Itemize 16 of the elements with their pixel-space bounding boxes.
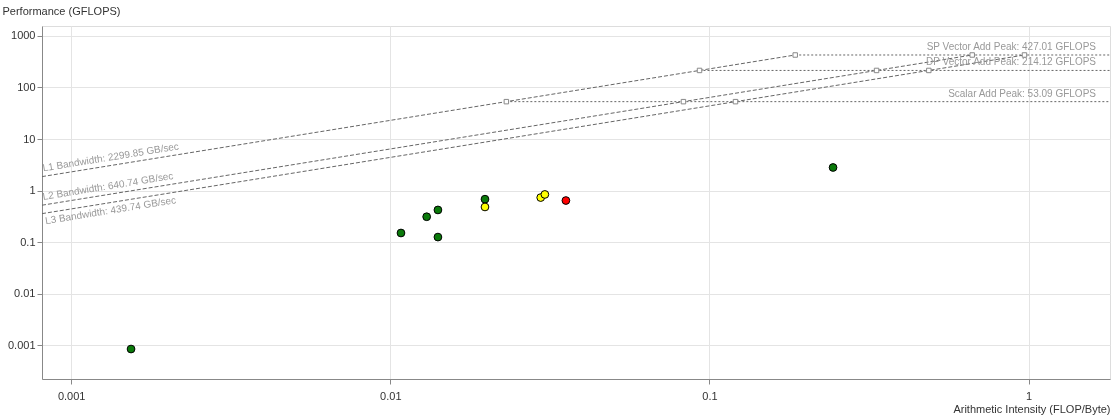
y-tick-label: 0.1 (20, 235, 36, 248)
y-tick-label: 10 (23, 132, 36, 145)
x-axis-title: Arithmetic Intensity (FLOP/Byte) (953, 402, 1111, 415)
x-tick-label: 0.001 (57, 389, 86, 402)
y-axis-title: Performance (GFLOPS) (2, 4, 121, 17)
series-label: Scalar Add Peak: 53.09 GFLOPS (948, 87, 1097, 99)
y-tick-label: 0.001 (7, 338, 36, 351)
y-tick-label: 100 (17, 80, 36, 93)
y-tick-label: 0.01 (14, 287, 36, 300)
x-tick-label: 0.01 (380, 389, 402, 402)
text: L1 Bandwidth: 2299.85 GB/sec (41, 140, 180, 174)
y-tick-label: 1000 (11, 29, 36, 42)
x-tick-label: 0.1 (702, 389, 718, 402)
x-tick-label: 1 (1025, 389, 1033, 402)
series-label: SP Vector Add Peak: 427.01 GFLOPS (926, 40, 1097, 52)
y-tick-label: 1 (29, 184, 36, 197)
